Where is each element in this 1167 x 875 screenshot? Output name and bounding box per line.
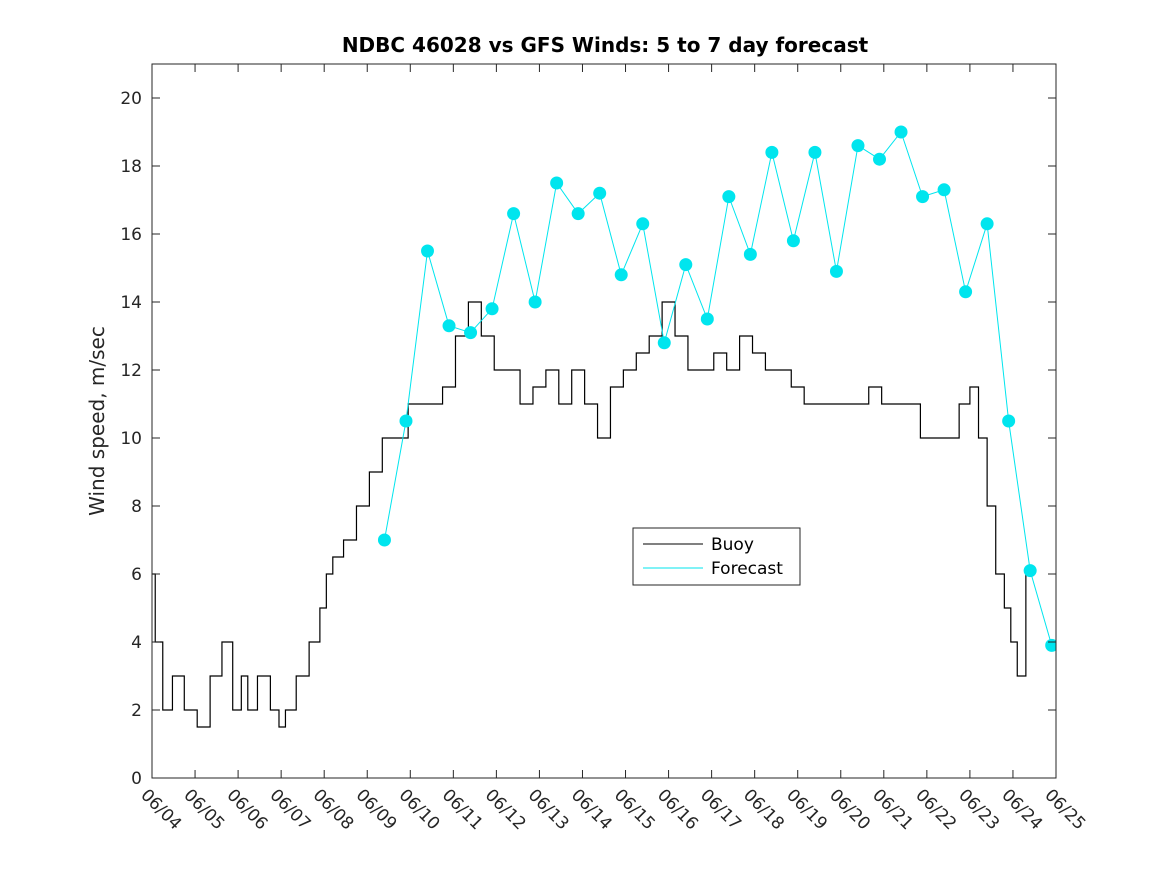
buoy-series-line [152, 301, 1031, 728]
forecast-marker [1002, 414, 1016, 428]
forecast-marker [679, 258, 693, 272]
x-tick-label: 06/15 [610, 785, 659, 834]
forecast-marker [485, 302, 499, 316]
forecast-marker [464, 326, 478, 340]
legend-box [632, 527, 801, 586]
forecast-marker [808, 145, 822, 159]
y-tick-label: 0 [131, 769, 142, 789]
forecast-marker [916, 190, 930, 204]
x-tick-label: 06/08 [309, 785, 358, 834]
y-tick-label: 8 [131, 497, 142, 517]
chart-title: NDBC 46028 vs GFS Winds: 5 to 7 day fore… [342, 33, 869, 57]
y-axis-ticks: 0 2 4 6 8 10 12 14 16 18 20 [120, 89, 1056, 789]
forecast-marker [786, 234, 800, 248]
forecast-marker [894, 125, 908, 139]
x-tick-label: 06/17 [696, 785, 745, 834]
x-tick-label: 06/21 [868, 785, 917, 834]
forecast-marker [1023, 564, 1037, 578]
forecast-marker [873, 152, 887, 166]
forecast-marker [765, 145, 779, 159]
x-tick-label: 06/05 [180, 785, 229, 834]
x-tick-label: 06/14 [567, 785, 616, 834]
x-tick-label: 06/18 [739, 785, 788, 834]
x-tick-label: 06/25 [1040, 785, 1089, 834]
forecast-marker [377, 533, 391, 547]
forecast-marker [829, 264, 843, 278]
x-tick-label: 06/10 [395, 785, 444, 834]
forecast-marker [507, 207, 521, 221]
forecast-marker [571, 207, 585, 221]
x-tick-label: 06/07 [266, 785, 315, 834]
forecast-marker [421, 244, 435, 258]
forecast-marker [593, 186, 607, 200]
x-tick-label: 06/20 [825, 785, 874, 834]
forecast-marker [550, 176, 564, 190]
y-tick-label: 14 [120, 293, 142, 313]
x-tick-label: 06/04 [136, 785, 185, 834]
plot-frame [151, 63, 1057, 779]
legend: Buoy Forecast [632, 527, 801, 586]
y-tick-label: 16 [120, 225, 142, 245]
forecast-marker [614, 268, 628, 282]
forecast-marker [528, 295, 542, 309]
forecast-marker [722, 190, 736, 204]
series-layer [152, 125, 1056, 728]
forecast-marker [851, 139, 865, 153]
x-tick-label: 06/19 [782, 785, 831, 834]
y-tick-label: 18 [120, 157, 142, 177]
x-tick-label: 06/06 [223, 785, 272, 834]
y-tick-label: 12 [120, 361, 142, 381]
legend-buoy-label: Buoy [711, 535, 754, 555]
forecast-marker [743, 247, 757, 261]
legend-forecast-label: Forecast [711, 559, 783, 579]
x-tick-label: 06/12 [481, 785, 530, 834]
y-tick-label: 4 [131, 633, 142, 653]
forecast-marker [399, 414, 413, 428]
forecast-marker [442, 319, 456, 333]
forecast-marker [636, 217, 650, 231]
x-tick-label: 06/13 [524, 785, 573, 834]
y-tick-label: 6 [131, 565, 142, 585]
x-tick-label: 06/23 [954, 785, 1003, 834]
x-tick-label: 06/24 [997, 785, 1046, 834]
y-tick-label: 2 [131, 701, 142, 721]
y-tick-label: 20 [120, 89, 142, 109]
forecast-marker [657, 336, 671, 350]
x-tick-label: 06/09 [352, 785, 401, 834]
y-axis-label: Wind speed, m/sec [85, 326, 109, 516]
forecast-marker [980, 217, 994, 231]
x-tick-label: 06/16 [653, 785, 702, 834]
y-tick-label: 10 [120, 429, 142, 449]
forecast-marker [937, 183, 951, 197]
x-tick-label: 06/11 [438, 785, 487, 834]
forecast-marker [959, 285, 973, 299]
x-tick-label: 06/22 [911, 785, 960, 834]
forecast-marker [700, 312, 714, 326]
